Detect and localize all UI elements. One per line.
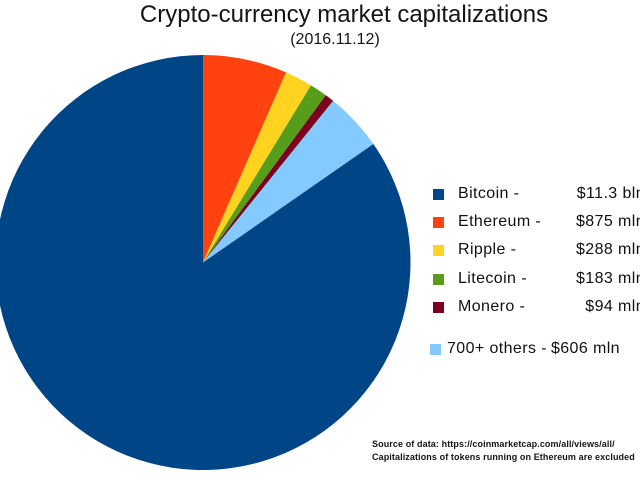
legend-label: 700+ others - xyxy=(447,340,547,357)
legend-swatch-others xyxy=(430,343,441,355)
legend-label: Monero - xyxy=(458,298,526,315)
pie-slice-litecoin xyxy=(203,85,326,263)
legend-value: $875 mln xyxy=(575,213,640,230)
source-note-line1: Source of data: https://coinmarketcap.co… xyxy=(372,439,615,449)
legend-value: $11.3 bln xyxy=(576,185,640,202)
pie-slice-ethereum xyxy=(203,55,287,263)
legend-value: $288 mln xyxy=(575,241,640,258)
legend-item-ethereum: Ethereum - $875 mln xyxy=(433,209,640,235)
chart-subtitle: (2016.11.12) xyxy=(290,31,380,48)
source-note-line2: Capitalizations of tokens running on Eth… xyxy=(372,452,635,462)
legend-swatch-bitcoin xyxy=(433,188,444,200)
legend-item-bitcoin: Bitcoin - $11.3 bln xyxy=(433,181,640,207)
legend-item-monero: Monero - $94 mln xyxy=(433,294,640,320)
pie-slice-bitcoin xyxy=(0,55,411,470)
legend-swatch-monero xyxy=(433,301,444,313)
legend-label: Ripple - xyxy=(458,241,517,258)
legend-value: $94 mln xyxy=(585,298,640,315)
legend-value: $183 mln xyxy=(575,270,640,287)
chart-title: Crypto-currency market capitalizations xyxy=(139,1,549,28)
pie-slice-700-others xyxy=(203,100,374,263)
legend-swatch-ethereum xyxy=(433,216,444,228)
source-note: Source of data: https://coinmarketcap.co… xyxy=(372,438,635,464)
legend-item-litecoin: Litecoin - $183 mln xyxy=(433,266,640,292)
legend-item-ripple: Ripple - $288 mln xyxy=(433,237,640,263)
legend-label: Ethereum - xyxy=(458,213,542,230)
legend-value: $606 mln xyxy=(550,340,620,357)
legend-swatch-ripple xyxy=(433,244,444,256)
legend-swatch-litecoin xyxy=(433,273,444,285)
pie-slice-ripple xyxy=(203,72,312,263)
pie-slice-monero xyxy=(203,95,334,263)
legend-item-others: 700+ others - $606 mln xyxy=(430,336,620,362)
legend-label: Litecoin - xyxy=(458,270,527,287)
legend-label: Bitcoin - xyxy=(458,185,520,202)
